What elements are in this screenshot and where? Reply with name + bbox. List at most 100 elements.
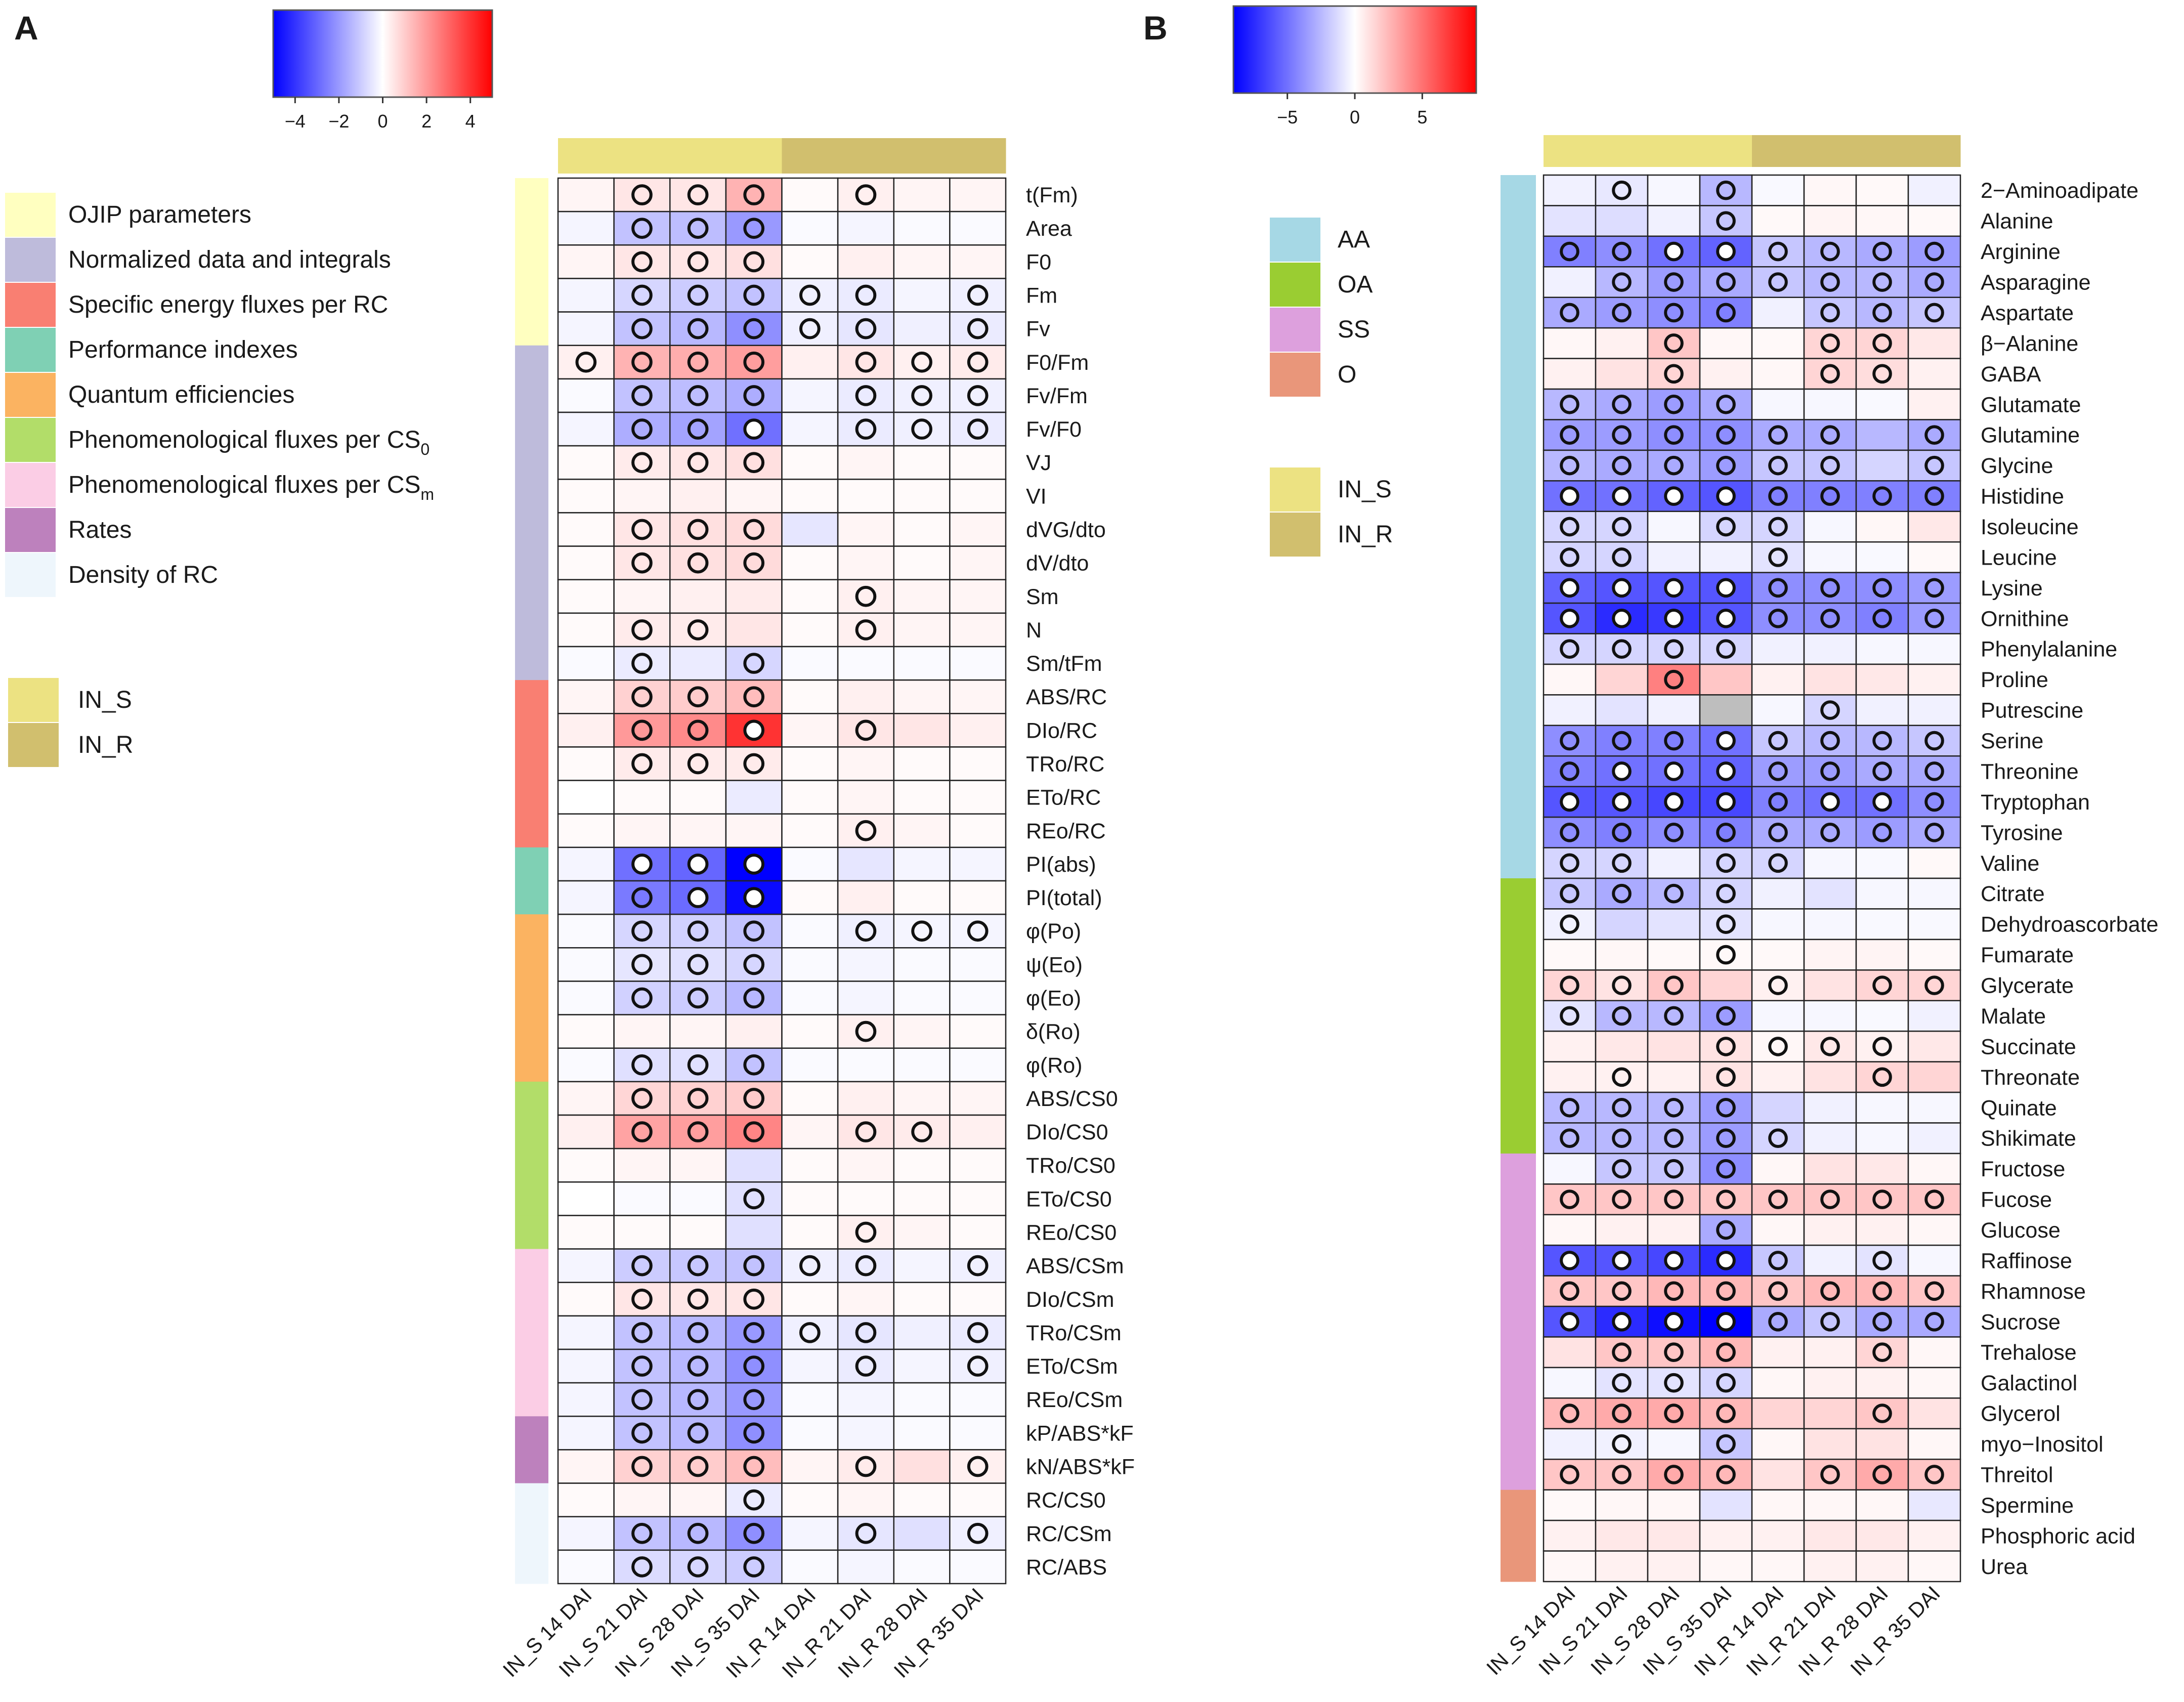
heatmap-cell [1647,388,1701,420]
significance-marker [1820,761,1840,781]
heatmap-cell [1595,1214,1649,1246]
heatmap-cell [1595,1000,1649,1032]
row-annotation-o [1501,1490,1536,1521]
heatmap-cell [1595,449,1649,482]
legend-swatch-ss [1270,308,1320,352]
significance-marker [1924,731,1944,751]
heatmap-cell [1907,663,1961,696]
row-label: Threonine [1981,759,2079,784]
row-annotation-aa [1501,664,1536,695]
heatmap-cell [1907,755,1961,787]
heatmap-cell [893,1282,951,1317]
column-annotation-in-s [1700,135,1752,167]
row-label: dV/dto [1026,551,1089,576]
heatmap-cell [1907,847,1961,879]
heatmap-cell [1803,1030,1857,1062]
heatmap-cell [1751,327,1805,359]
heatmap-cell [1543,939,1597,971]
heatmap-cell [1543,1519,1597,1552]
row-annotation-sef [515,713,548,747]
significance-marker [687,1054,709,1076]
column-annotation-in-r [1856,135,1909,167]
heatmap-cell [1543,174,1597,206]
significance-marker [855,284,877,306]
heatmap-cell [1699,388,1753,420]
row-label: δ(Ro) [1026,1020,1081,1044]
significance-marker [1664,1281,1684,1301]
heatmap-cell [1647,541,1701,573]
significance-marker [1664,608,1684,628]
row-label: TRo/CS0 [1026,1154,1116,1178]
heatmap-cell [893,713,951,748]
significance-marker [1612,1465,1632,1484]
heatmap-cell [1907,1489,1961,1521]
significance-marker [1664,303,1684,323]
heatmap-cell [613,1348,671,1384]
row-label: Serine [1981,729,2043,753]
heatmap-cell [1751,235,1805,268]
row-label: Threonate [1981,1066,2080,1090]
significance-marker [1560,608,1579,628]
heatmap-cell [1855,908,1909,941]
heatmap-cell [613,345,671,380]
heatmap-cell [613,813,671,848]
heatmap-cell [781,311,839,346]
heatmap-cell [1907,1275,1961,1307]
significance-marker [1560,883,1579,904]
heatmap-cell [1595,633,1649,665]
row-annotation-aa [1501,267,1536,298]
significance-marker [1820,272,1840,292]
heatmap-cell [893,545,951,580]
heatmap-cell [781,1482,839,1517]
heatmap-cell [557,545,615,580]
heatmap-cell [949,1014,1007,1049]
heatmap-cell [1751,755,1805,787]
heatmap-cell [557,311,615,346]
heatmap-cell [1855,1153,1909,1185]
heatmap-cell [1907,725,1961,757]
significance-marker [687,686,709,708]
heatmap-cell [1595,1367,1649,1399]
row-label: Fv [1026,317,1050,342]
significance-marker [911,418,932,440]
heatmap-cell [949,947,1007,982]
significance-marker [1820,1189,1840,1209]
row-label: Leucine [1981,545,2057,570]
heatmap-cell [893,1114,951,1150]
significance-marker [687,1389,709,1411]
significance-marker [1612,1342,1632,1363]
significance-marker [967,920,989,942]
row-label: N [1026,618,1042,643]
heatmap-cell [1855,633,1909,665]
heatmap-cell [613,1047,671,1083]
row-annotation-aa [1501,358,1536,390]
significance-marker [743,1188,765,1210]
legend-label-subscript: 0 [420,440,430,458]
heatmap-cell [1751,296,1805,329]
heatmap-cell [1543,663,1597,696]
significance-marker [1612,731,1632,751]
heatmap-cell [1543,908,1597,941]
heatmap-cell [613,579,671,614]
heatmap-cell [1803,296,1857,329]
row-annotation-aa [1501,633,1536,665]
heatmap-cell [837,880,894,915]
heatmap-cell [893,1014,951,1049]
heatmap-cell [1543,1275,1597,1307]
significance-marker [1872,731,1892,751]
row-annotation-csm [515,1249,548,1283]
heatmap-cell [1855,1397,1909,1430]
heatmap-cell [1543,1153,1597,1185]
heatmap-cell [781,646,839,681]
significance-marker [1872,1067,1892,1087]
significance-marker [1768,1189,1788,1209]
row-annotation-ss [1501,1153,1536,1184]
heatmap-cell [1803,1153,1857,1185]
significance-marker [1716,1006,1736,1026]
heatmap-cell [1907,1061,1961,1093]
row-annotation-norm [515,412,548,446]
significance-marker [1820,241,1840,262]
heatmap-cell [893,1081,951,1116]
heatmap-cell [1647,1122,1701,1155]
heatmap-cell [1803,602,1857,634]
